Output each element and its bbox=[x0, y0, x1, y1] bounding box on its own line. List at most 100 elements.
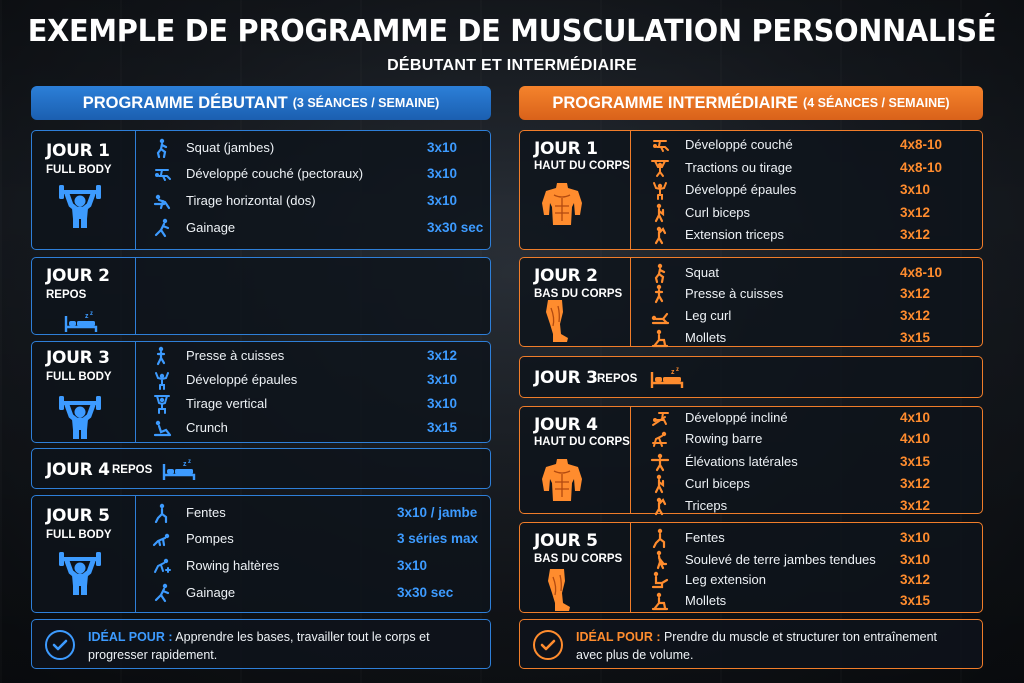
exercise-reps: 3 séries max bbox=[397, 531, 479, 546]
check-icon bbox=[533, 630, 563, 660]
exercise-name: Gainage bbox=[186, 220, 236, 235]
divider bbox=[630, 523, 631, 612]
plank-icon bbox=[152, 218, 172, 238]
dumbbell-person-icon bbox=[58, 548, 102, 601]
exercise-name: Fentes bbox=[186, 505, 226, 520]
exercise-name: Pompes bbox=[186, 531, 234, 546]
day-title: JOUR 1 bbox=[46, 141, 110, 161]
lunge-icon bbox=[152, 503, 172, 523]
curl-icon bbox=[650, 203, 670, 223]
exercise-name: Crunch bbox=[186, 420, 228, 435]
page-title: EXEMPLE DE PROGRAMME DE MUSCULATION PERS… bbox=[27, 14, 997, 49]
day-type: FULL BODY bbox=[46, 529, 112, 541]
exercise-reps: 3x15 bbox=[900, 454, 931, 469]
ideal-for-box: IDÉAL POUR : Apprendre les bases, travai… bbox=[31, 619, 491, 669]
incline-press-icon bbox=[650, 408, 670, 428]
divider bbox=[135, 342, 136, 442]
svg-text:z: z bbox=[183, 461, 187, 468]
divider bbox=[135, 131, 136, 249]
intermediate-banner-frequency: (4 SÉANCES / SEMAINE) bbox=[803, 96, 950, 110]
svg-text:z: z bbox=[90, 311, 93, 317]
exercise-name: Développé épaules bbox=[685, 182, 797, 197]
exercise-name: Mollets bbox=[685, 593, 727, 608]
bench-press-icon bbox=[152, 164, 172, 184]
torso-icon bbox=[540, 181, 584, 232]
plank-icon bbox=[152, 583, 172, 603]
day-card: JOUR 3 FULL BODY Presse à cuisses 3x12 Dével… bbox=[31, 341, 491, 443]
exercise-reps: 3x10 bbox=[427, 396, 458, 411]
leg-curl-icon bbox=[650, 306, 670, 326]
exercise-reps: 3x15 bbox=[900, 593, 931, 608]
ideal-for-text: IDÉAL POUR : Prendre du muscle et struct… bbox=[576, 628, 966, 664]
exercise-reps: 3x30 sec bbox=[427, 220, 484, 235]
exercise-name: Développé épaules bbox=[186, 372, 298, 387]
day-type: REPOS bbox=[46, 289, 87, 301]
exercise-reps: 3x12 bbox=[900, 308, 931, 323]
exercise-name: Tractions ou tirage bbox=[685, 160, 793, 175]
deadlift-icon bbox=[650, 550, 670, 570]
day-title: JOUR 2 bbox=[46, 266, 110, 286]
exercise-name: Curl biceps bbox=[685, 205, 751, 220]
exercise-reps: 4x8-10 bbox=[900, 137, 943, 152]
day-title: JOUR 1 bbox=[534, 139, 598, 159]
divider bbox=[135, 258, 136, 334]
day-card: JOUR 4 HAUT DU CORPS Développé incliné 4x10… bbox=[519, 406, 983, 516]
exercise-name: Tirage horizontal (dos) bbox=[186, 193, 316, 208]
exercise-name: Gainage bbox=[186, 585, 236, 600]
exercise-name: Rowing haltères bbox=[186, 558, 280, 573]
exercise-reps: 3x12 bbox=[900, 498, 931, 513]
exercise-reps: 3x10 bbox=[427, 140, 458, 155]
day-title: JOUR 4 bbox=[534, 415, 598, 435]
day-type: REPOS bbox=[112, 464, 153, 476]
day-type: REPOS bbox=[597, 373, 638, 385]
day-card: JOUR 2 BAS DU CORPS Squat 4x8-10 Presse à cu… bbox=[519, 257, 983, 349]
exercise-reps: 3x12 bbox=[427, 348, 458, 363]
exercise-name: Soulevé de terre jambes tendues bbox=[685, 552, 876, 567]
day-card: JOUR 1 FULL BODY Squat (jambes) 3x10 Dévelop… bbox=[31, 130, 491, 250]
exercise-reps: 4x8-10 bbox=[900, 265, 943, 280]
day-card: JOUR 4 REPOS z z bbox=[31, 448, 491, 489]
day-type: FULL BODY bbox=[46, 164, 112, 176]
pushup-icon bbox=[152, 529, 172, 549]
pulldown-icon bbox=[152, 394, 172, 414]
exercise-reps: 3x10 / jambe bbox=[397, 505, 478, 520]
intermediate-column: PROGRAMME INTERMÉDIAIRE (4 SÉANCES / SEM… bbox=[519, 86, 983, 669]
exercise-name: Extension triceps bbox=[685, 227, 784, 242]
exercise-name: Curl biceps bbox=[685, 476, 751, 491]
svg-text:z: z bbox=[671, 369, 675, 376]
squat-icon bbox=[152, 138, 172, 158]
beginner-banner-frequency: (3 SÉANCES / SEMAINE) bbox=[292, 96, 440, 110]
exercise-reps: 3x12 bbox=[900, 286, 931, 301]
exercise-reps: 3x10 bbox=[427, 193, 458, 208]
day-card: JOUR 1 HAUT DU CORPS Développé couché 4x8-1… bbox=[519, 130, 983, 250]
exercise-reps: 3x30 sec bbox=[397, 585, 454, 600]
shoulder-press-icon bbox=[152, 370, 172, 390]
svg-text:z: z bbox=[85, 313, 89, 320]
divider bbox=[630, 258, 631, 346]
lateral-raise-icon bbox=[650, 452, 670, 472]
divider bbox=[630, 131, 631, 249]
torso-icon bbox=[540, 457, 584, 508]
page-subtitle: DÉBUTANT ET INTERMÉDIAIRE bbox=[387, 57, 637, 74]
exercise-reps: 3x10 bbox=[900, 530, 931, 545]
beginner-banner-title: PROGRAMME DÉBUTANT bbox=[82, 93, 288, 112]
exercise-name: Presse à cuisses bbox=[685, 286, 784, 301]
ideal-for-label: IDÉAL POUR : bbox=[576, 630, 661, 644]
calf-raise-icon bbox=[650, 591, 670, 611]
lunge-icon bbox=[650, 528, 670, 548]
divider bbox=[630, 407, 631, 513]
leg-press-icon bbox=[152, 346, 172, 366]
day-card: JOUR 2 REPOS z z bbox=[31, 257, 491, 335]
exercise-reps: 3x12 bbox=[900, 476, 931, 491]
ideal-for-description: Prendre du muscle et structurer ton entr… bbox=[576, 630, 938, 662]
day-card: JOUR 3 REPOS z z bbox=[519, 356, 983, 398]
leg-icon bbox=[542, 298, 572, 349]
exercise-reps: 3x12 bbox=[900, 205, 931, 220]
exercise-reps: 3x10 bbox=[900, 182, 931, 197]
leg-icon bbox=[544, 567, 574, 618]
intermediate-banner-title: PROGRAMME INTERMÉDIAIRE bbox=[552, 93, 799, 112]
check-icon bbox=[45, 630, 75, 660]
dumbbell-person-icon bbox=[58, 181, 102, 234]
